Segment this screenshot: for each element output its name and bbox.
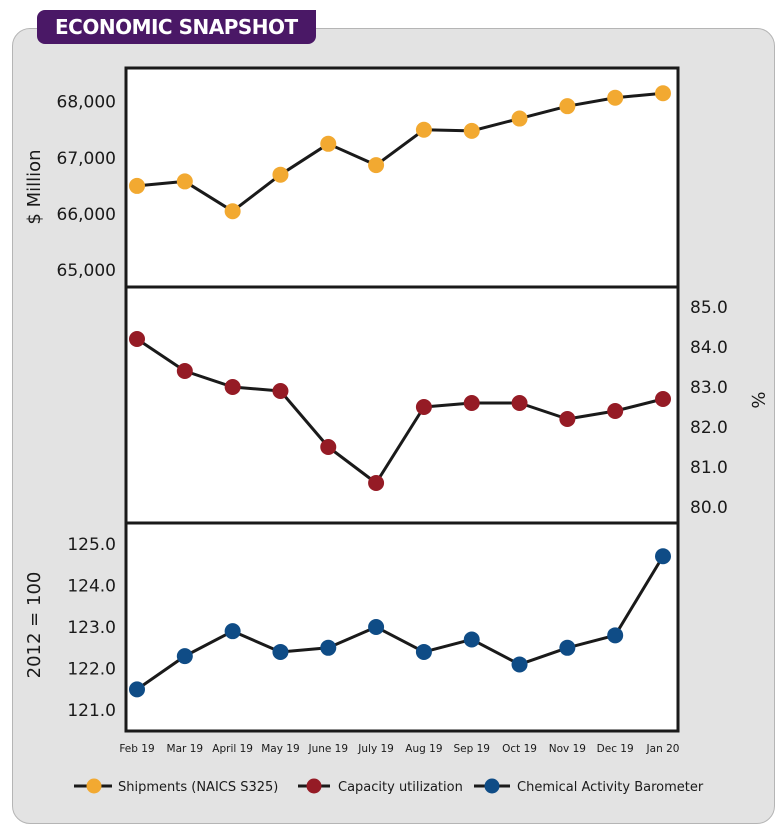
panel1-tick-label: 66,000 xyxy=(57,205,116,225)
data-point-2-6 xyxy=(368,475,385,491)
data-point-3-5 xyxy=(320,639,337,656)
page-title: ECONOMIC SNAPSHOT xyxy=(37,10,316,44)
panel2-tick-label: 82.0 xyxy=(690,418,728,438)
legend-marker-3 xyxy=(484,778,500,794)
data-point-2-7 xyxy=(415,399,432,415)
data-point-2-12 xyxy=(655,391,671,407)
data-point-3-6 xyxy=(368,619,385,635)
plot-background xyxy=(126,68,678,731)
data-point-3-9 xyxy=(511,656,528,673)
x-tick-label: May 19 xyxy=(261,743,299,755)
x-tick-label: July 19 xyxy=(357,743,394,755)
data-point-1-2 xyxy=(176,173,193,190)
panel3-tick-label: 124.0 xyxy=(67,576,116,596)
panel3-axis-label: 2012 = 100 xyxy=(24,572,45,679)
x-tick-label: Dec 19 xyxy=(597,743,634,755)
data-point-1-10 xyxy=(559,98,576,115)
data-point-1-9 xyxy=(511,110,528,127)
series-line-2 xyxy=(136,337,664,485)
data-point-1-5 xyxy=(320,135,337,152)
panel2-tick-label: 80.0 xyxy=(690,498,728,518)
panel3-tick-label: 121.0 xyxy=(67,701,116,721)
legend-marker-1 xyxy=(86,778,102,794)
data-point-3-4 xyxy=(272,643,289,660)
panel2-tick-label: 84.0 xyxy=(690,338,728,358)
data-point-2-8 xyxy=(463,395,480,411)
data-point-2-11 xyxy=(607,403,624,419)
panel2-tick-label: 81.0 xyxy=(690,458,728,478)
data-point-3-3 xyxy=(224,623,241,640)
x-tick-label: Sep 19 xyxy=(453,743,490,755)
data-point-1-3 xyxy=(224,203,241,220)
panel2-tick-label: 83.0 xyxy=(690,378,728,398)
data-point-2-4 xyxy=(272,383,289,399)
panel2-tick-label: 85.0 xyxy=(690,298,728,318)
data-point-3-2 xyxy=(176,648,193,665)
panel1-axis-label: $ Million xyxy=(24,149,45,224)
x-tick-label: Feb 19 xyxy=(119,743,154,755)
data-point-2-10 xyxy=(559,411,576,427)
panel2-axis-label: % xyxy=(747,391,768,408)
data-point-2-1 xyxy=(129,331,145,347)
x-tick-label: April 19 xyxy=(212,743,253,755)
data-point-1-6 xyxy=(368,157,385,174)
data-point-3-11 xyxy=(607,627,624,644)
x-tick-label: Jan 20 xyxy=(646,743,680,755)
x-tick-label: Aug 19 xyxy=(405,743,442,755)
data-point-1-7 xyxy=(415,121,432,138)
panel3-tick-label: 123.0 xyxy=(67,618,116,638)
panel1-tick-label: 67,000 xyxy=(57,149,116,169)
panel1-tick-label: 65,000 xyxy=(57,261,116,281)
data-point-3-7 xyxy=(415,643,432,660)
data-point-2-9 xyxy=(511,395,528,411)
legend-label-3: Chemical Activity Barometer xyxy=(517,780,704,795)
data-point-3-1 xyxy=(129,681,145,698)
panel1-tick-label: 68,000 xyxy=(57,93,116,113)
data-point-3-10 xyxy=(559,639,576,656)
data-point-2-2 xyxy=(176,363,193,379)
series-line-3 xyxy=(136,555,665,691)
legend-label-2: Capacity utilization xyxy=(338,780,463,795)
data-point-2-5 xyxy=(320,439,337,455)
x-tick-label: Oct 19 xyxy=(502,743,537,755)
plot-frame xyxy=(124,66,680,733)
panel3-tick-label: 122.0 xyxy=(67,660,116,680)
data-point-3-12 xyxy=(655,548,671,565)
data-point-1-8 xyxy=(463,122,480,139)
panel3-tick-label: 125.0 xyxy=(67,535,116,555)
x-tick-label: June 19 xyxy=(307,743,348,755)
data-point-1-1 xyxy=(129,177,145,194)
data-point-2-3 xyxy=(224,379,241,395)
series-line-1 xyxy=(136,91,664,213)
legend-label-1: Shipments (NAICS S325) xyxy=(118,780,278,795)
data-point-3-8 xyxy=(463,631,480,648)
data-point-1-12 xyxy=(655,85,671,102)
x-tick-label: Nov 19 xyxy=(549,743,586,755)
x-tick-label: Mar 19 xyxy=(167,743,204,755)
data-point-1-4 xyxy=(272,166,289,183)
data-point-1-11 xyxy=(607,89,624,106)
legend-marker-2 xyxy=(306,778,322,794)
